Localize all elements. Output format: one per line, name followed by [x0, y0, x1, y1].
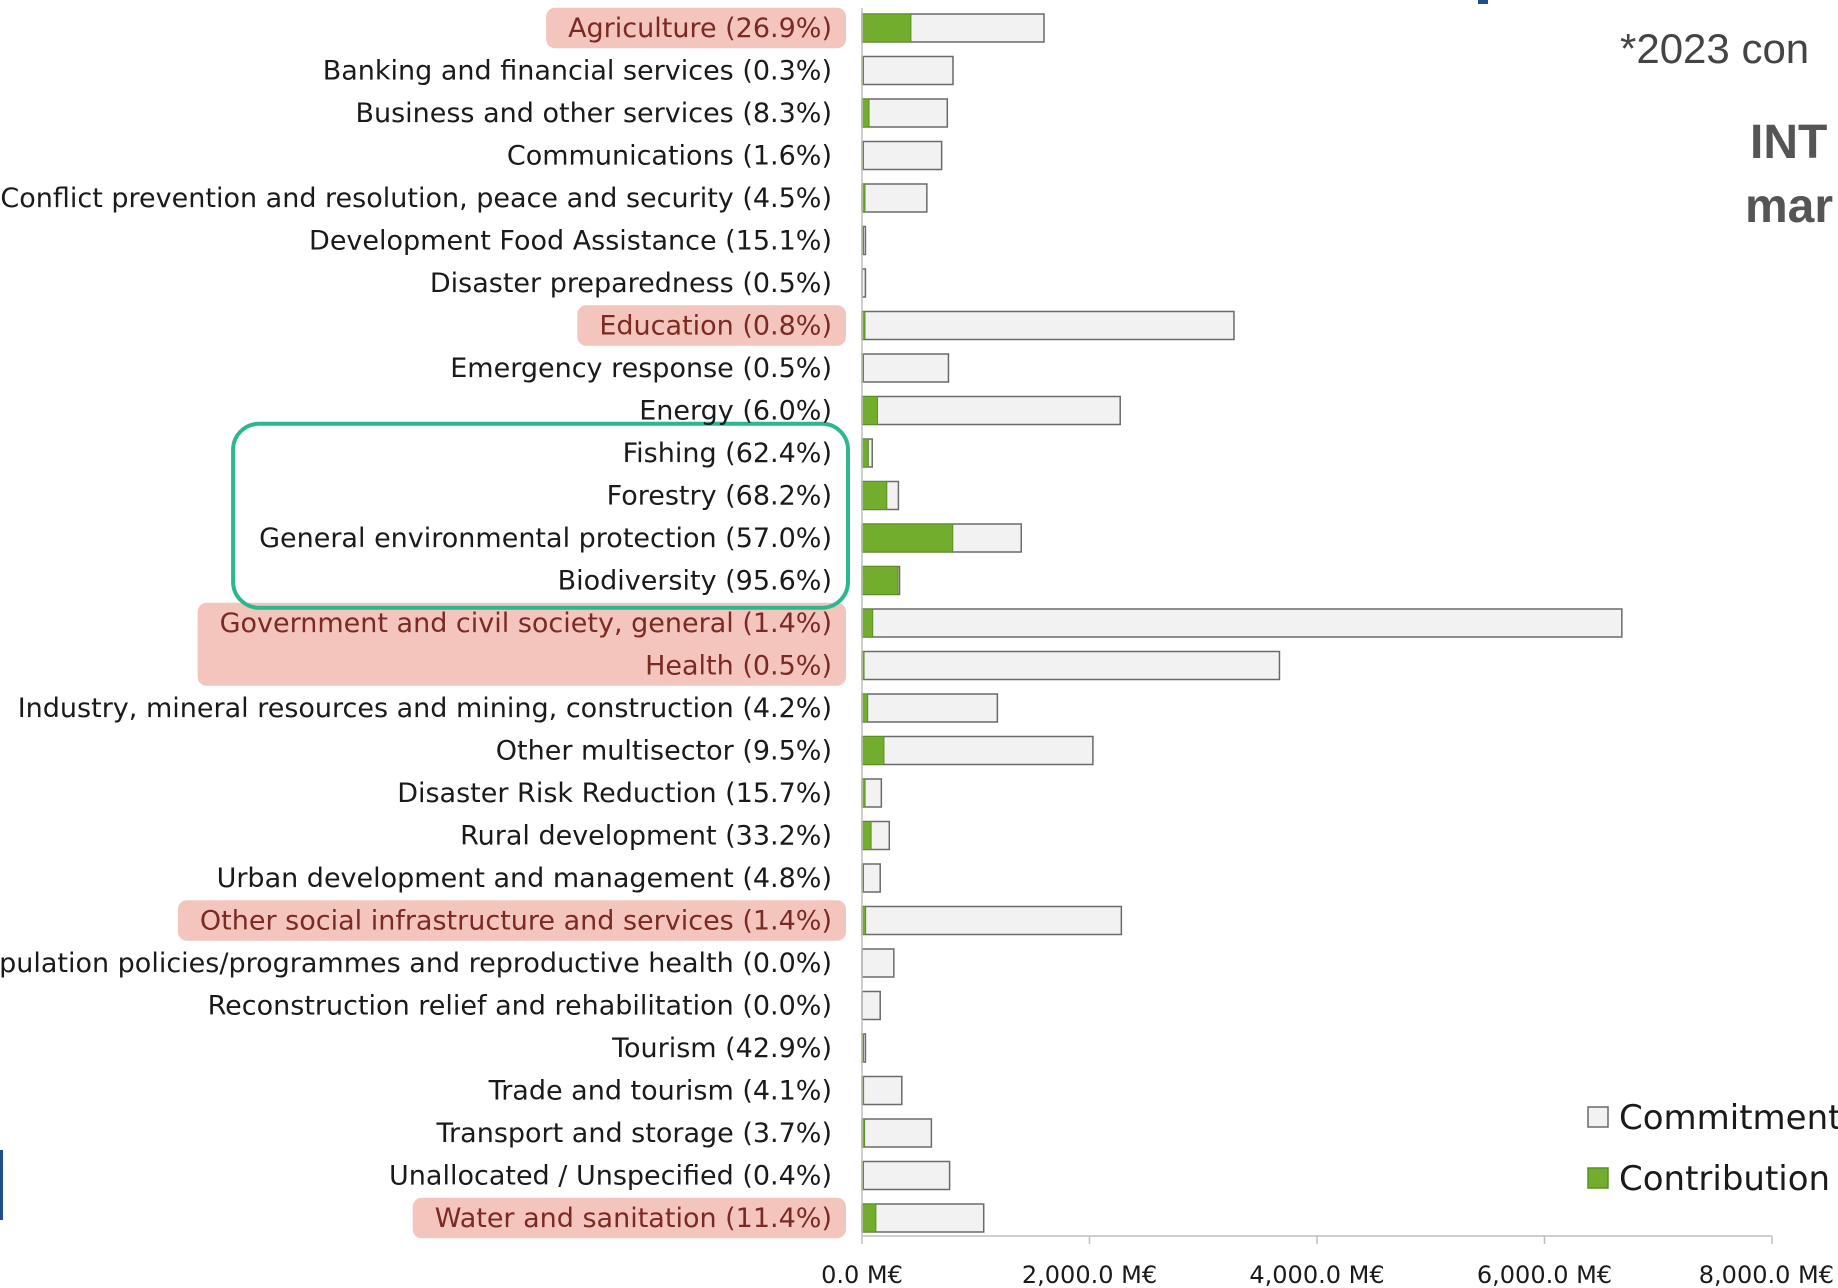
box-layer: [231, 421, 850, 610]
contribution-bar-energy: [861, 396, 878, 425]
category-label-disaster-risk-reduction: Disaster Risk Reduction (15.7%): [397, 778, 832, 809]
commitment-bar-unallocated-unspecified: [861, 1160, 951, 1191]
category-label-unallocated-unspecified: Unallocated / Unspecified (0.4%): [389, 1161, 832, 1192]
category-label-reconstruction-relief-and-rehabilitation: Reconstruction relief and rehabilitation…: [208, 991, 832, 1022]
x-tick-label: 0.0 M€: [821, 1261, 903, 1288]
contribution-bar-fishing: [861, 438, 869, 468]
commitment-bar-health: [861, 650, 1281, 681]
category-label-industry-mineral-resources-and-mining-construction: Industry, mineral resources and mining, …: [18, 693, 832, 724]
x-tick-label: 4,000.0 M€: [1249, 1261, 1384, 1288]
commitment-bar-energy: [861, 395, 1121, 426]
commitment-bar-emergency-response: [861, 353, 950, 383]
commitment-bar-reconstruction-relief-and-rehabilitation: [861, 990, 881, 1021]
category-label-forestry: Forestry (68.2%): [607, 481, 832, 512]
category-label-health: Health (0.5%): [645, 651, 832, 682]
commitment-bar-other-multisector: [861, 735, 1094, 766]
highlight-band: [546, 7, 846, 49]
highlight-band: [412, 1197, 846, 1239]
contribution-bar-forestry: [861, 481, 888, 510]
contribution-bar-general-environmental-protection: [861, 523, 954, 553]
commitment-bar-government-and-civil-society-general: [861, 608, 1623, 638]
category-label-rural-development: Rural development (33.2%): [460, 821, 832, 852]
contribution-bar-biodiversity: [861, 566, 899, 595]
contribution-bar-business-and-other-services: [861, 98, 870, 128]
x-axis: 0.0 M€ 2,000.0 M€ 4,000.0 M€ 6,000.0 M€ 8,00…: [821, 8, 1834, 1288]
commitment-bar-urban-development-and-management: [861, 863, 881, 893]
heading-line-1: INT: [1750, 116, 1827, 169]
highlight-band: [577, 305, 846, 346]
category-label-communications: Communications (1.6%): [507, 141, 832, 172]
category-label-disaster-preparedness: Disaster preparedness (0.5%): [430, 268, 832, 299]
heading-line-2: mar: [1745, 180, 1833, 233]
x-tick-label: 2,000.0 M€: [1022, 1261, 1157, 1288]
commitment-bar-education: [861, 310, 1235, 341]
category-label-trade-and-tourism: Trade and tourism (4.1%): [488, 1076, 832, 1107]
commitment-bar-population-policies-programmes-and-reproductive-health: [861, 948, 895, 978]
category-label-transport-and-storage: Transport and storage (3.7%): [436, 1118, 832, 1149]
legend: Commitment Contribution: [1587, 1098, 1838, 1199]
highlight-band: [197, 602, 846, 686]
commitment-bar-business-and-other-services: [861, 98, 949, 128]
category-label-population-policies-programmes-and-reproductive-health: Population policies/programmes and repro…: [0, 948, 832, 979]
contribution-bar-government-and-civil-society-general: [861, 608, 874, 638]
commitment-bar-conflict-prevention-and-resolution-peace-and-security: [861, 183, 928, 213]
category-label-conflict-prevention-and-resolution-peace-and-security: Conflict prevention and resolution, peac…: [0, 183, 832, 214]
commitment-bar-industry-mineral-resources-and-mining-construction: [861, 693, 999, 723]
category-label-general-environmental-protection: General environmental protection (57.0%): [259, 523, 832, 554]
x-tick-label: 8,000.0 M€: [1699, 1261, 1834, 1288]
category-label-tourism: Tourism (42.9%): [611, 1033, 832, 1064]
contribution-bar-agriculture: [861, 13, 912, 43]
note-text: *2023 con: [1620, 25, 1809, 72]
commitment-bar-banking-and-financial-services: [861, 55, 954, 86]
legend-label-commitment: Commitment: [1619, 1098, 1838, 1138]
commitment-bar-water-and-sanitation: [861, 1203, 985, 1233]
highlight-layer: [177, 7, 846, 1239]
category-label-biodiversity: Biodiversity (95.6%): [558, 566, 832, 597]
highlight-band: [177, 900, 846, 941]
x-tick-label: 6,000.0 M€: [1477, 1261, 1612, 1288]
category-label-urban-development-and-management: Urban development and management (4.8%): [217, 863, 832, 894]
category-label-water-and-sanitation: Water and sanitation (11.4%): [435, 1203, 832, 1234]
category-label-development-food-assistance: Development Food Assistance (15.1%): [309, 226, 832, 257]
category-label-government-and-civil-society-general: Government and civil society, general (1…: [220, 608, 832, 639]
left-edge-accent: [0, 1150, 3, 1220]
contribution-bar-industry-mineral-resources-and-mining-construction: [861, 693, 869, 723]
bars-layer: [861, 13, 1623, 1233]
category-label-other-multisector: Other multisector (9.5%): [496, 736, 832, 767]
category-label-agriculture: Agriculture (26.9%): [568, 13, 832, 44]
legend-swatch-contribution: [1587, 1167, 1609, 1189]
top-edge-accent: [1478, 0, 1488, 4]
category-label-business-and-other-services: Business and other services (8.3%): [355, 98, 832, 129]
category-label-banking-and-financial-services: Banking and financial services (0.3%): [323, 56, 832, 87]
commitment-bar-transport-and-storage: [861, 1118, 933, 1148]
category-label-emergency-response: Emergency response (0.5%): [450, 353, 832, 384]
commitment-bar-communications: [861, 140, 943, 171]
environment-group-box: [231, 421, 850, 610]
category-labels: Agriculture (26.9%) Banking and financial…: [0, 13, 832, 1234]
commitment-bar-other-social-infrastructure-and-services: [861, 905, 1123, 936]
category-label-energy: Energy (6.0%): [639, 396, 832, 427]
category-label-other-social-infrastructure-and-services: Other social infrastructure and services…: [200, 906, 832, 937]
commitment-bar-trade-and-tourism: [861, 1075, 903, 1106]
category-label-education: Education (0.8%): [599, 311, 832, 342]
legend-label-contribution: Contribution: [1619, 1159, 1830, 1199]
contribution-bar-water-and-sanitation: [861, 1203, 877, 1233]
contribution-bar-rural-development: [861, 821, 872, 850]
category-label-fishing: Fishing (62.4%): [623, 438, 832, 469]
legend-swatch-commitment: [1587, 1106, 1609, 1128]
contribution-bar-other-multisector: [861, 736, 885, 765]
